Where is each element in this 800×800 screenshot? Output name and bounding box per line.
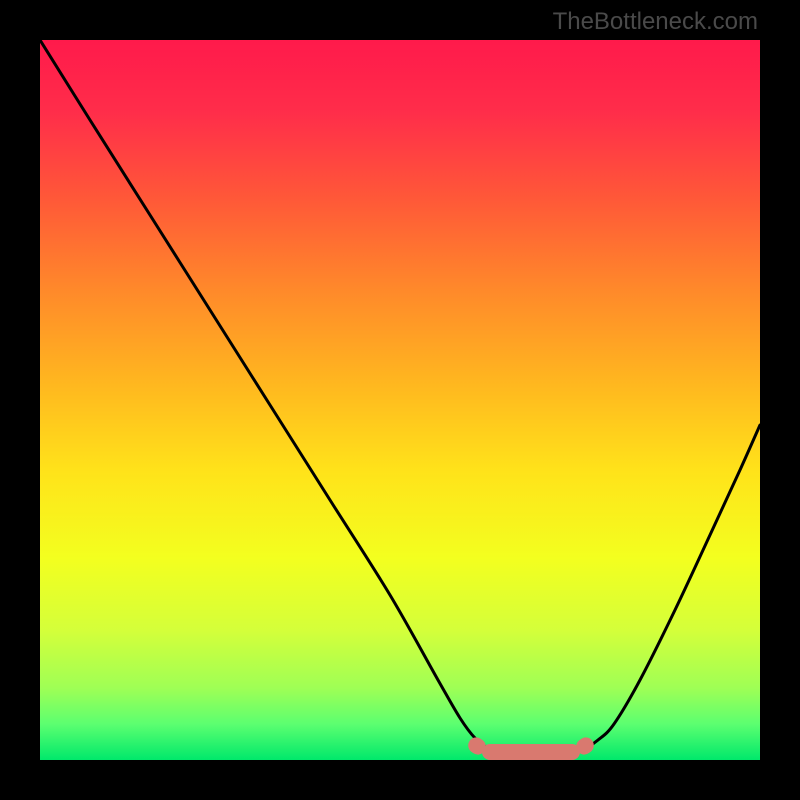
chart-outer: TheBottleneck.com [0, 0, 800, 800]
minimum-marker-segment [482, 744, 580, 760]
plot-area [40, 40, 760, 760]
minimum-marker [40, 40, 760, 760]
watermark-text: TheBottleneck.com [553, 8, 758, 36]
